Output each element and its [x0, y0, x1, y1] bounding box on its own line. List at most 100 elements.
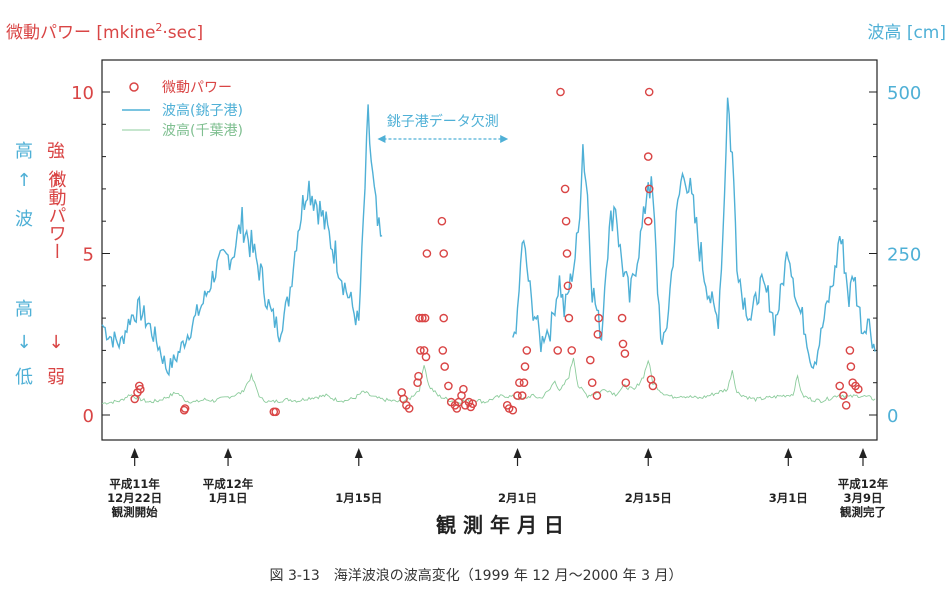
power-point	[617, 313, 627, 323]
series-tremor-power	[130, 87, 863, 417]
power-point	[643, 216, 653, 226]
power-point	[417, 313, 427, 323]
power-point	[644, 87, 654, 97]
strong-label: 強	[47, 141, 65, 162]
series-choshi-wave	[101, 97, 876, 377]
date-marker-arrow	[858, 448, 867, 458]
date-marker-label: 観測開始	[112, 505, 158, 519]
power-point	[438, 346, 448, 355]
low-label: 低	[15, 367, 33, 388]
date-marker-label: 1月1日	[209, 491, 248, 505]
date-marker-label: 1月15日	[335, 491, 382, 505]
power-point	[594, 313, 604, 323]
date-marker-label: 3月1日	[769, 491, 808, 505]
power-point	[553, 346, 563, 355]
power-point	[508, 405, 518, 415]
power-point	[439, 313, 449, 323]
power-point	[841, 400, 851, 410]
left-y-axis: 0 5 10	[71, 83, 110, 427]
power-point	[648, 381, 658, 391]
missing-data-annotation: 銚子港データ欠測	[377, 113, 509, 143]
weak-label: 弱	[47, 367, 65, 388]
date-marker-label: 平成12年	[203, 477, 254, 491]
missing-data-arrow-left	[377, 135, 386, 143]
wave-vertical-label: 高 ↑ 波 高 ↓ 低	[15, 141, 33, 388]
power-label-vertical: 微動パワー	[46, 170, 67, 260]
power-point	[468, 399, 478, 409]
arrow-down-label: ↓	[48, 332, 63, 353]
power-point	[846, 362, 856, 371]
power-point	[618, 339, 628, 349]
right-tick-label: 250	[887, 245, 921, 266]
power-point	[561, 216, 571, 226]
left-tick-label: 10	[71, 83, 94, 104]
power-point	[520, 362, 530, 371]
power-point	[854, 384, 863, 394]
high-label: 高	[15, 141, 33, 162]
right-tick-label: 500	[887, 83, 921, 104]
x-axis-title: 観 測 年 月 日	[436, 513, 564, 537]
power-point	[414, 371, 423, 381]
power-point	[422, 249, 432, 258]
power-point	[643, 152, 653, 161]
power-point	[440, 362, 450, 371]
power-vertical-label: 強 ↑ 微動パワー ↓ 弱	[46, 141, 67, 388]
date-marker-label: 観測完了	[840, 505, 886, 519]
date-marker-label: 2月1日	[498, 491, 537, 505]
date-marker-label: 平成12年	[838, 477, 889, 491]
power-point	[522, 346, 532, 355]
date-marker-arrow	[224, 448, 233, 458]
power-point	[180, 404, 190, 413]
power-point	[271, 407, 281, 417]
power-point	[437, 216, 447, 226]
power-point	[416, 346, 425, 355]
power-point	[567, 346, 577, 355]
legend-power-marker	[129, 82, 139, 92]
legend-choshi-label: 波高(銚子港)	[162, 102, 243, 119]
series-chiba-wave	[101, 357, 876, 405]
missing-data-arrow-right	[500, 135, 509, 143]
power-point	[444, 381, 453, 391]
power-point	[621, 378, 631, 388]
power-point	[415, 313, 424, 323]
power-point	[564, 313, 574, 323]
date-marker-arrow	[130, 448, 139, 458]
power-point	[404, 404, 414, 413]
power-point	[439, 249, 449, 258]
power-point	[562, 249, 572, 258]
power-point	[459, 384, 468, 394]
power-point	[519, 378, 529, 388]
left-tick-label: 5	[83, 245, 94, 266]
power-point	[513, 391, 522, 400]
wave-label-2: 高	[15, 299, 33, 320]
power-point	[421, 352, 431, 362]
date-marker-arrow	[354, 448, 363, 458]
missing-data-label: 銚子港データ欠測	[387, 113, 499, 130]
wave-label-1: 波	[15, 209, 33, 230]
power-point	[835, 381, 845, 391]
power-point	[135, 384, 145, 394]
power-point	[845, 346, 855, 355]
plot-frame	[101, 59, 878, 441]
power-point	[420, 313, 430, 323]
date-marker-label: 12月22日	[107, 491, 162, 505]
left-tick-label: 0	[83, 406, 94, 427]
power-point	[563, 281, 573, 291]
power-point	[587, 378, 597, 388]
power-point	[560, 184, 570, 194]
power-point	[644, 184, 654, 194]
legend: 微動パワー 波高(銚子港) 波高(千葉港)	[122, 80, 243, 139]
power-point	[517, 391, 527, 400]
date-marker-arrow	[784, 448, 793, 458]
power-point	[586, 355, 595, 365]
date-marker-arrow	[644, 448, 653, 458]
date-marker-label: 3月9日	[843, 491, 882, 505]
power-point	[592, 391, 602, 400]
power-point	[620, 349, 630, 358]
arrow-up-label: ↑	[48, 170, 63, 191]
legend-power-label: 微動パワー	[162, 80, 232, 96]
wave-arrow-down: ↓	[16, 332, 31, 353]
left-axis-title: 微動パワー [mkine2·sec]	[6, 21, 203, 43]
